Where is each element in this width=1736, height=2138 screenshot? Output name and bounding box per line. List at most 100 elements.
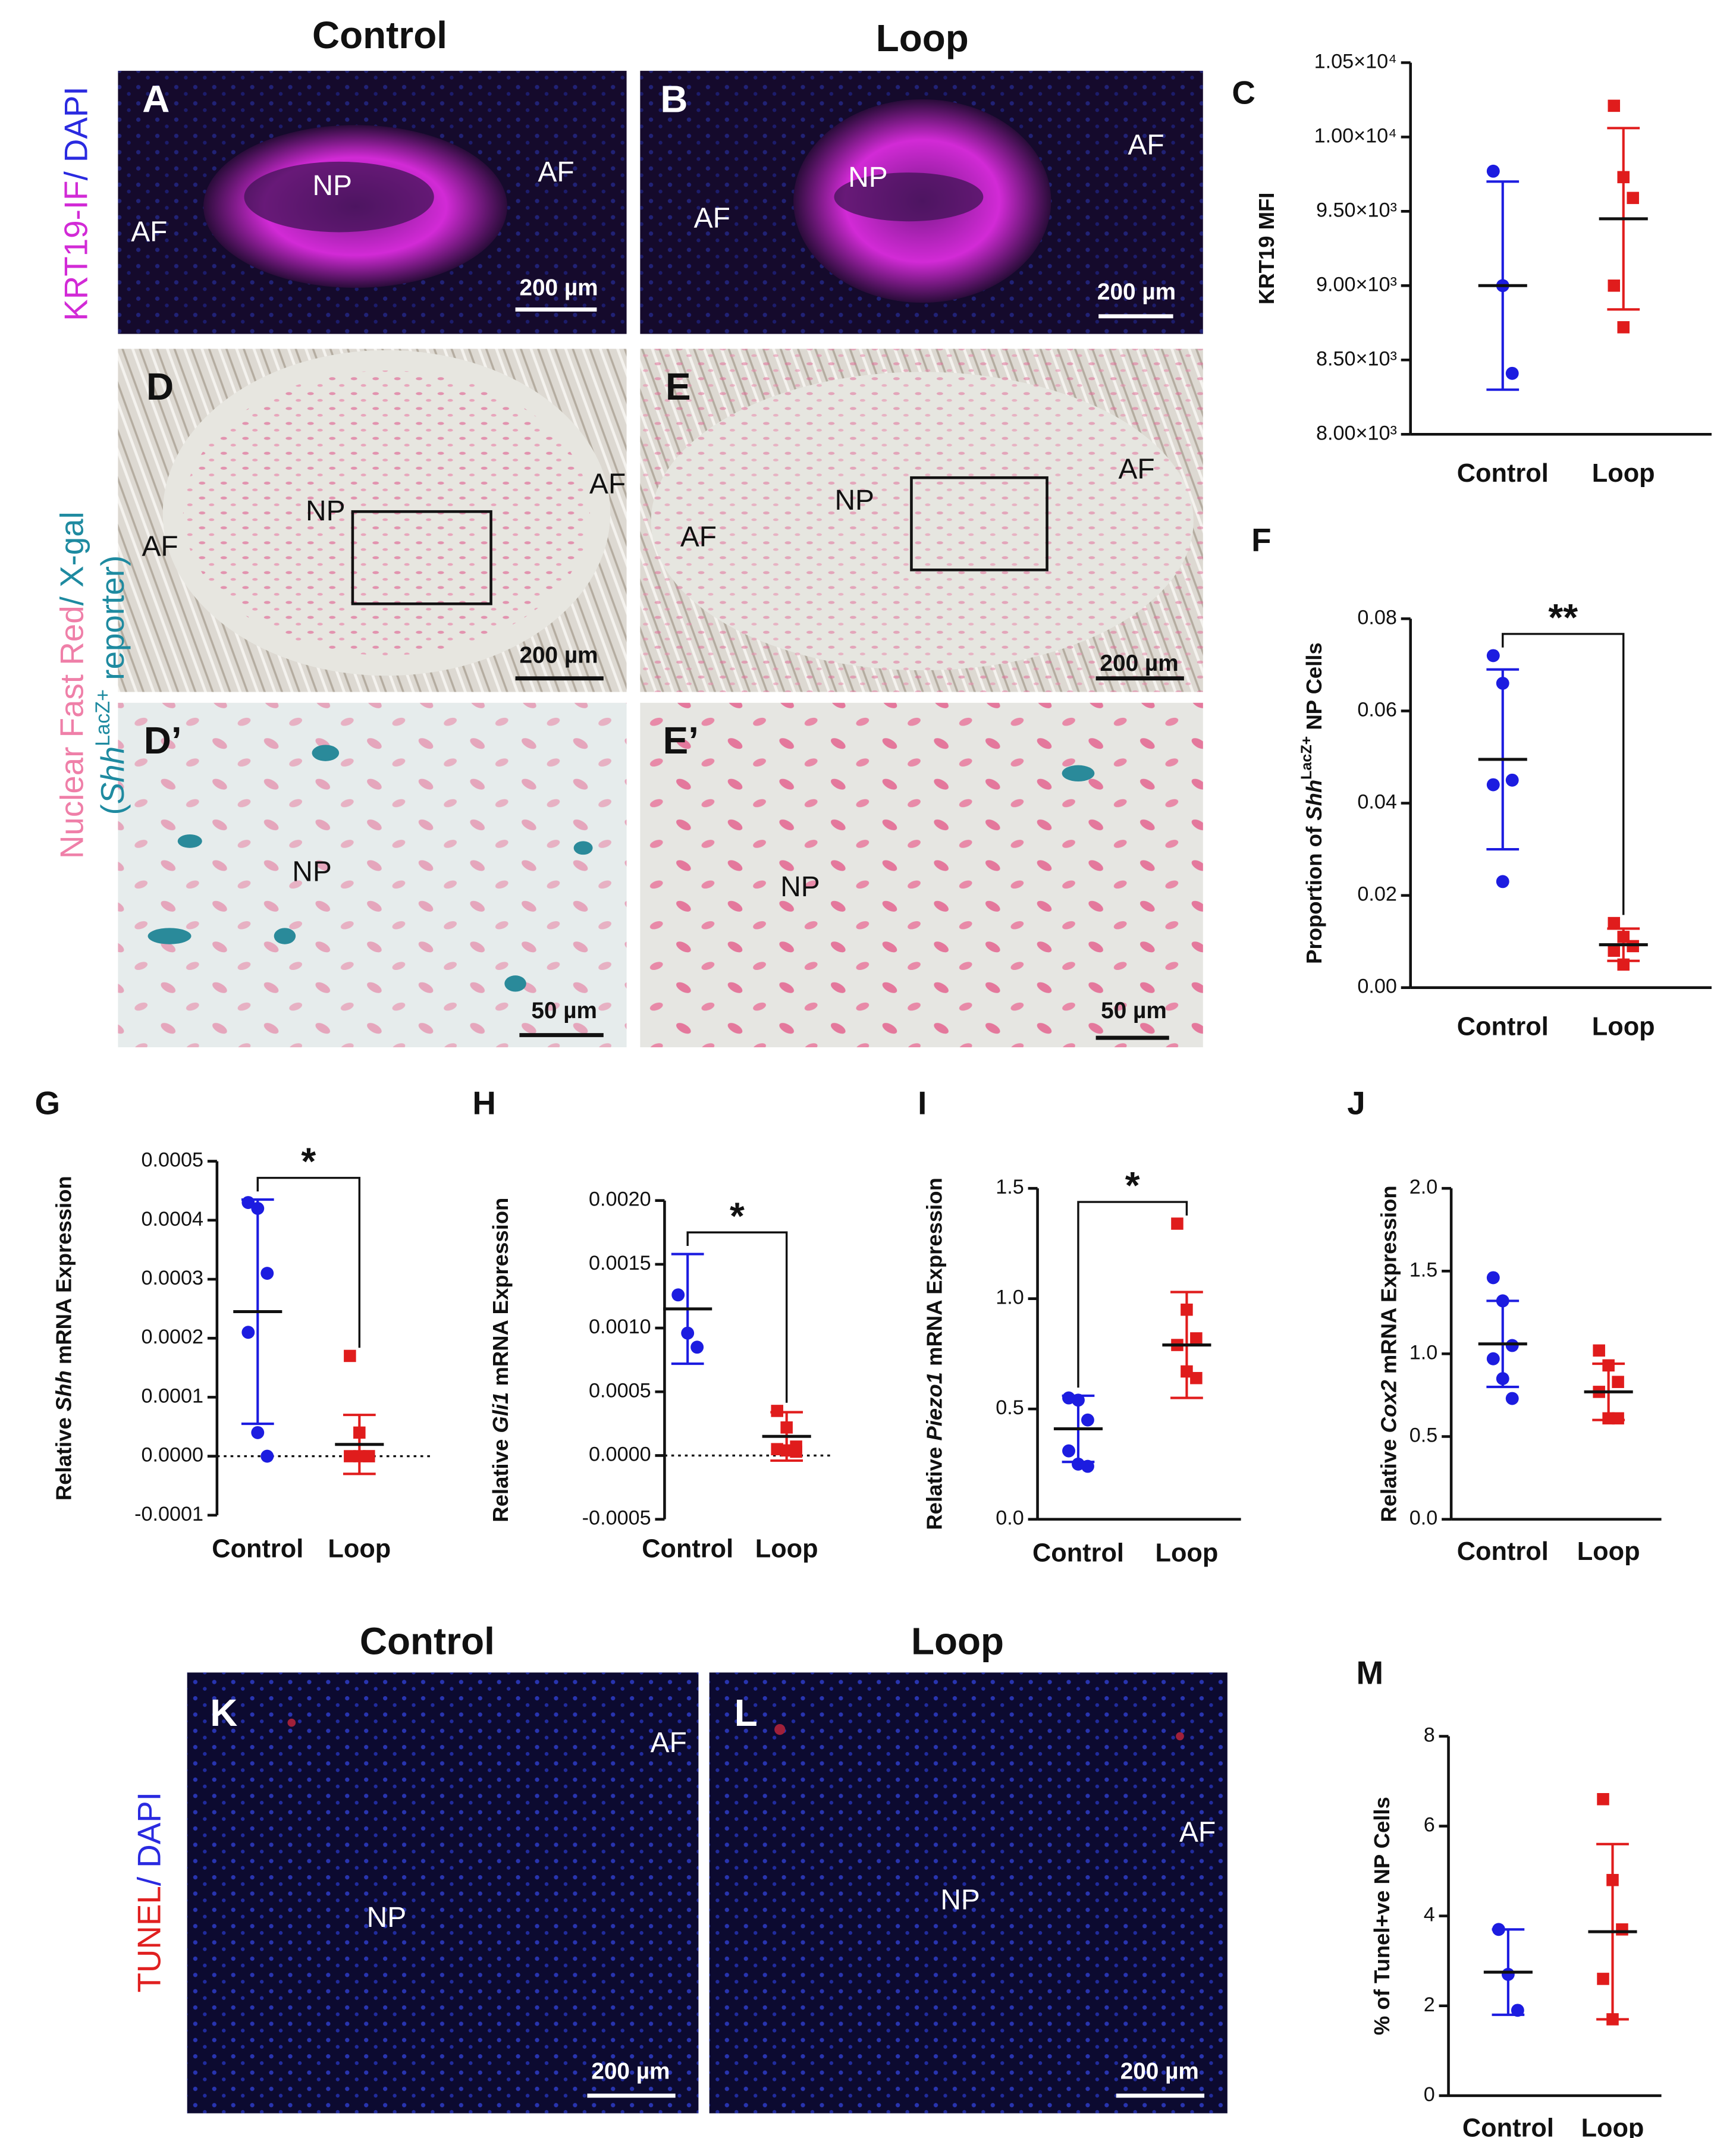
region-label: AF <box>589 469 626 500</box>
significance-label: * <box>301 1140 316 1183</box>
x-tick-label: Control <box>1462 2114 1554 2138</box>
data-point <box>1486 1271 1500 1285</box>
scale-bar-label: 200 µm <box>1100 651 1178 676</box>
scale-bar-label: 200 µm <box>519 275 598 300</box>
y-axis-label-part: Relative <box>922 1441 946 1530</box>
y-axis-label-part: Proportion of <box>1302 821 1326 964</box>
x-tick-label: Loop <box>328 1535 391 1564</box>
data-point <box>1593 1344 1605 1357</box>
region-label: NP <box>306 495 346 527</box>
y-tick-label: 8 <box>1424 1724 1435 1747</box>
side-label: Nuclear Fast Red/ X-gal <box>54 511 90 859</box>
region-label: AF <box>1118 453 1154 485</box>
data-point <box>1486 778 1500 792</box>
y-axis-label-part: Relative <box>488 1433 512 1522</box>
x-tick-label: Control <box>1032 1539 1124 1567</box>
region-label: NP <box>848 162 888 193</box>
tunel-signal <box>287 1718 1184 1741</box>
x-tick-label: Control <box>1457 459 1549 488</box>
panel-letter: M <box>1356 1654 1383 1691</box>
data-point <box>1627 191 1639 205</box>
image-e-prime-cells <box>640 702 1203 1048</box>
y-tick-label: 9.50×10³ <box>1316 199 1397 221</box>
y-tick-label: 0.0020 <box>589 1188 651 1211</box>
side-label-part: KRT19-IF <box>58 181 95 321</box>
data-point <box>1608 99 1621 112</box>
y-tick-label: 0.0004 <box>141 1208 203 1230</box>
y-axis-label: Proportion of ShhLacZ+ NP Cells <box>1298 642 1326 964</box>
y-axis-label-part: Piezo1 <box>922 1372 946 1441</box>
y-axis-label-part: mRNA Expression <box>51 1176 76 1370</box>
region-label: NP <box>780 871 820 903</box>
y-tick-label: -0.0005 <box>582 1507 651 1530</box>
x-tick-label: Loop <box>1155 1539 1218 1567</box>
y-tick-label: 1.5 <box>996 1176 1024 1198</box>
y-tick-label: 0 <box>1424 2083 1435 2106</box>
y-tick-label: 1.5 <box>1409 1258 1438 1281</box>
panel-letter: D’ <box>144 719 182 762</box>
region-label: NP <box>292 856 332 888</box>
y-axis-label-part: mRNA Expression <box>488 1198 512 1392</box>
x-tick-label: Control <box>642 1535 733 1564</box>
y-axis-label-part: LacZ+ <box>1298 736 1315 780</box>
x-tick-label: Control <box>212 1535 303 1564</box>
scale-bar-label: 200 µm <box>1120 2058 1199 2084</box>
region-label: AF <box>1179 1816 1216 1848</box>
data-point <box>1505 366 1519 380</box>
x-tick-label: Control <box>1457 1013 1549 1041</box>
panel-letter: B <box>660 77 688 120</box>
scale-bar-label: 200 µm <box>519 642 598 668</box>
scale-bar-label: 200 µm <box>1097 279 1176 304</box>
side-label-part: reporter) <box>94 555 131 689</box>
region-label: AF <box>142 530 178 562</box>
y-tick-label: 0.0000 <box>589 1443 651 1465</box>
region-label: AF <box>1128 129 1164 161</box>
image-e-cells <box>640 349 1203 692</box>
column-header: Loop <box>911 1619 1004 1662</box>
xgal-stain <box>1062 765 1095 782</box>
y-axis-label-part: mRNA Expression <box>1376 1185 1401 1380</box>
data-point <box>1608 280 1621 292</box>
y-axis-label: KRT19 MFI <box>1254 193 1279 304</box>
side-label-part: LacZ+ <box>92 689 114 746</box>
y-axis-label: Relative Cox2 mRNA Expression <box>1376 1185 1401 1522</box>
data-point <box>1617 321 1630 334</box>
panel-letter: A <box>142 77 169 120</box>
inset-box <box>910 476 1048 572</box>
y-tick-label: 0.02 <box>1357 883 1397 906</box>
region-label: NP <box>940 1884 980 1916</box>
side-label-part: / DAPI <box>131 1792 168 1886</box>
panel-letter: E <box>665 365 691 408</box>
panel-letter: K <box>210 1691 237 1734</box>
y-tick-label: 9.00×10³ <box>1316 273 1397 296</box>
data-point <box>1608 916 1621 930</box>
y-axis-label-part: NP Cells <box>1302 642 1326 736</box>
y-tick-label: 0.06 <box>1357 698 1397 721</box>
region-label: AF <box>680 521 717 552</box>
y-tick-label: 0.5 <box>996 1396 1024 1419</box>
y-axis-label-part: Shh <box>51 1370 76 1411</box>
y-tick-label: 0.0 <box>1409 1507 1438 1530</box>
y-axis-label-part: % of Tunel+ve NP Cells <box>1370 1797 1394 2035</box>
y-axis-label-part: Shh <box>1302 780 1326 821</box>
y-tick-label: 0.0015 <box>589 1252 651 1274</box>
y-axis-label: Relative Gli1 mRNA Expression <box>488 1198 512 1522</box>
data-point <box>1612 1412 1624 1425</box>
data-point <box>344 1450 356 1462</box>
data-point <box>1597 1792 1609 1806</box>
y-tick-label: 0.08 <box>1357 606 1397 629</box>
side-label-part: ( <box>94 804 131 815</box>
column-header: Control <box>312 14 447 56</box>
y-tick-label: 0.0001 <box>141 1384 203 1407</box>
data-point <box>1612 1376 1624 1388</box>
panel-letter: F <box>1251 522 1271 558</box>
significance-bracket <box>1077 1201 1188 1388</box>
region-label: NP <box>367 1902 407 1933</box>
y-tick-label: 6 <box>1424 1814 1435 1836</box>
image-a-core <box>244 161 434 233</box>
region-label: AF <box>651 1727 687 1759</box>
y-axis-label-part: KRT19 MFI <box>1254 193 1279 304</box>
y-axis-label-part: Relative <box>51 1411 76 1500</box>
significance-bracket <box>256 1176 361 1348</box>
